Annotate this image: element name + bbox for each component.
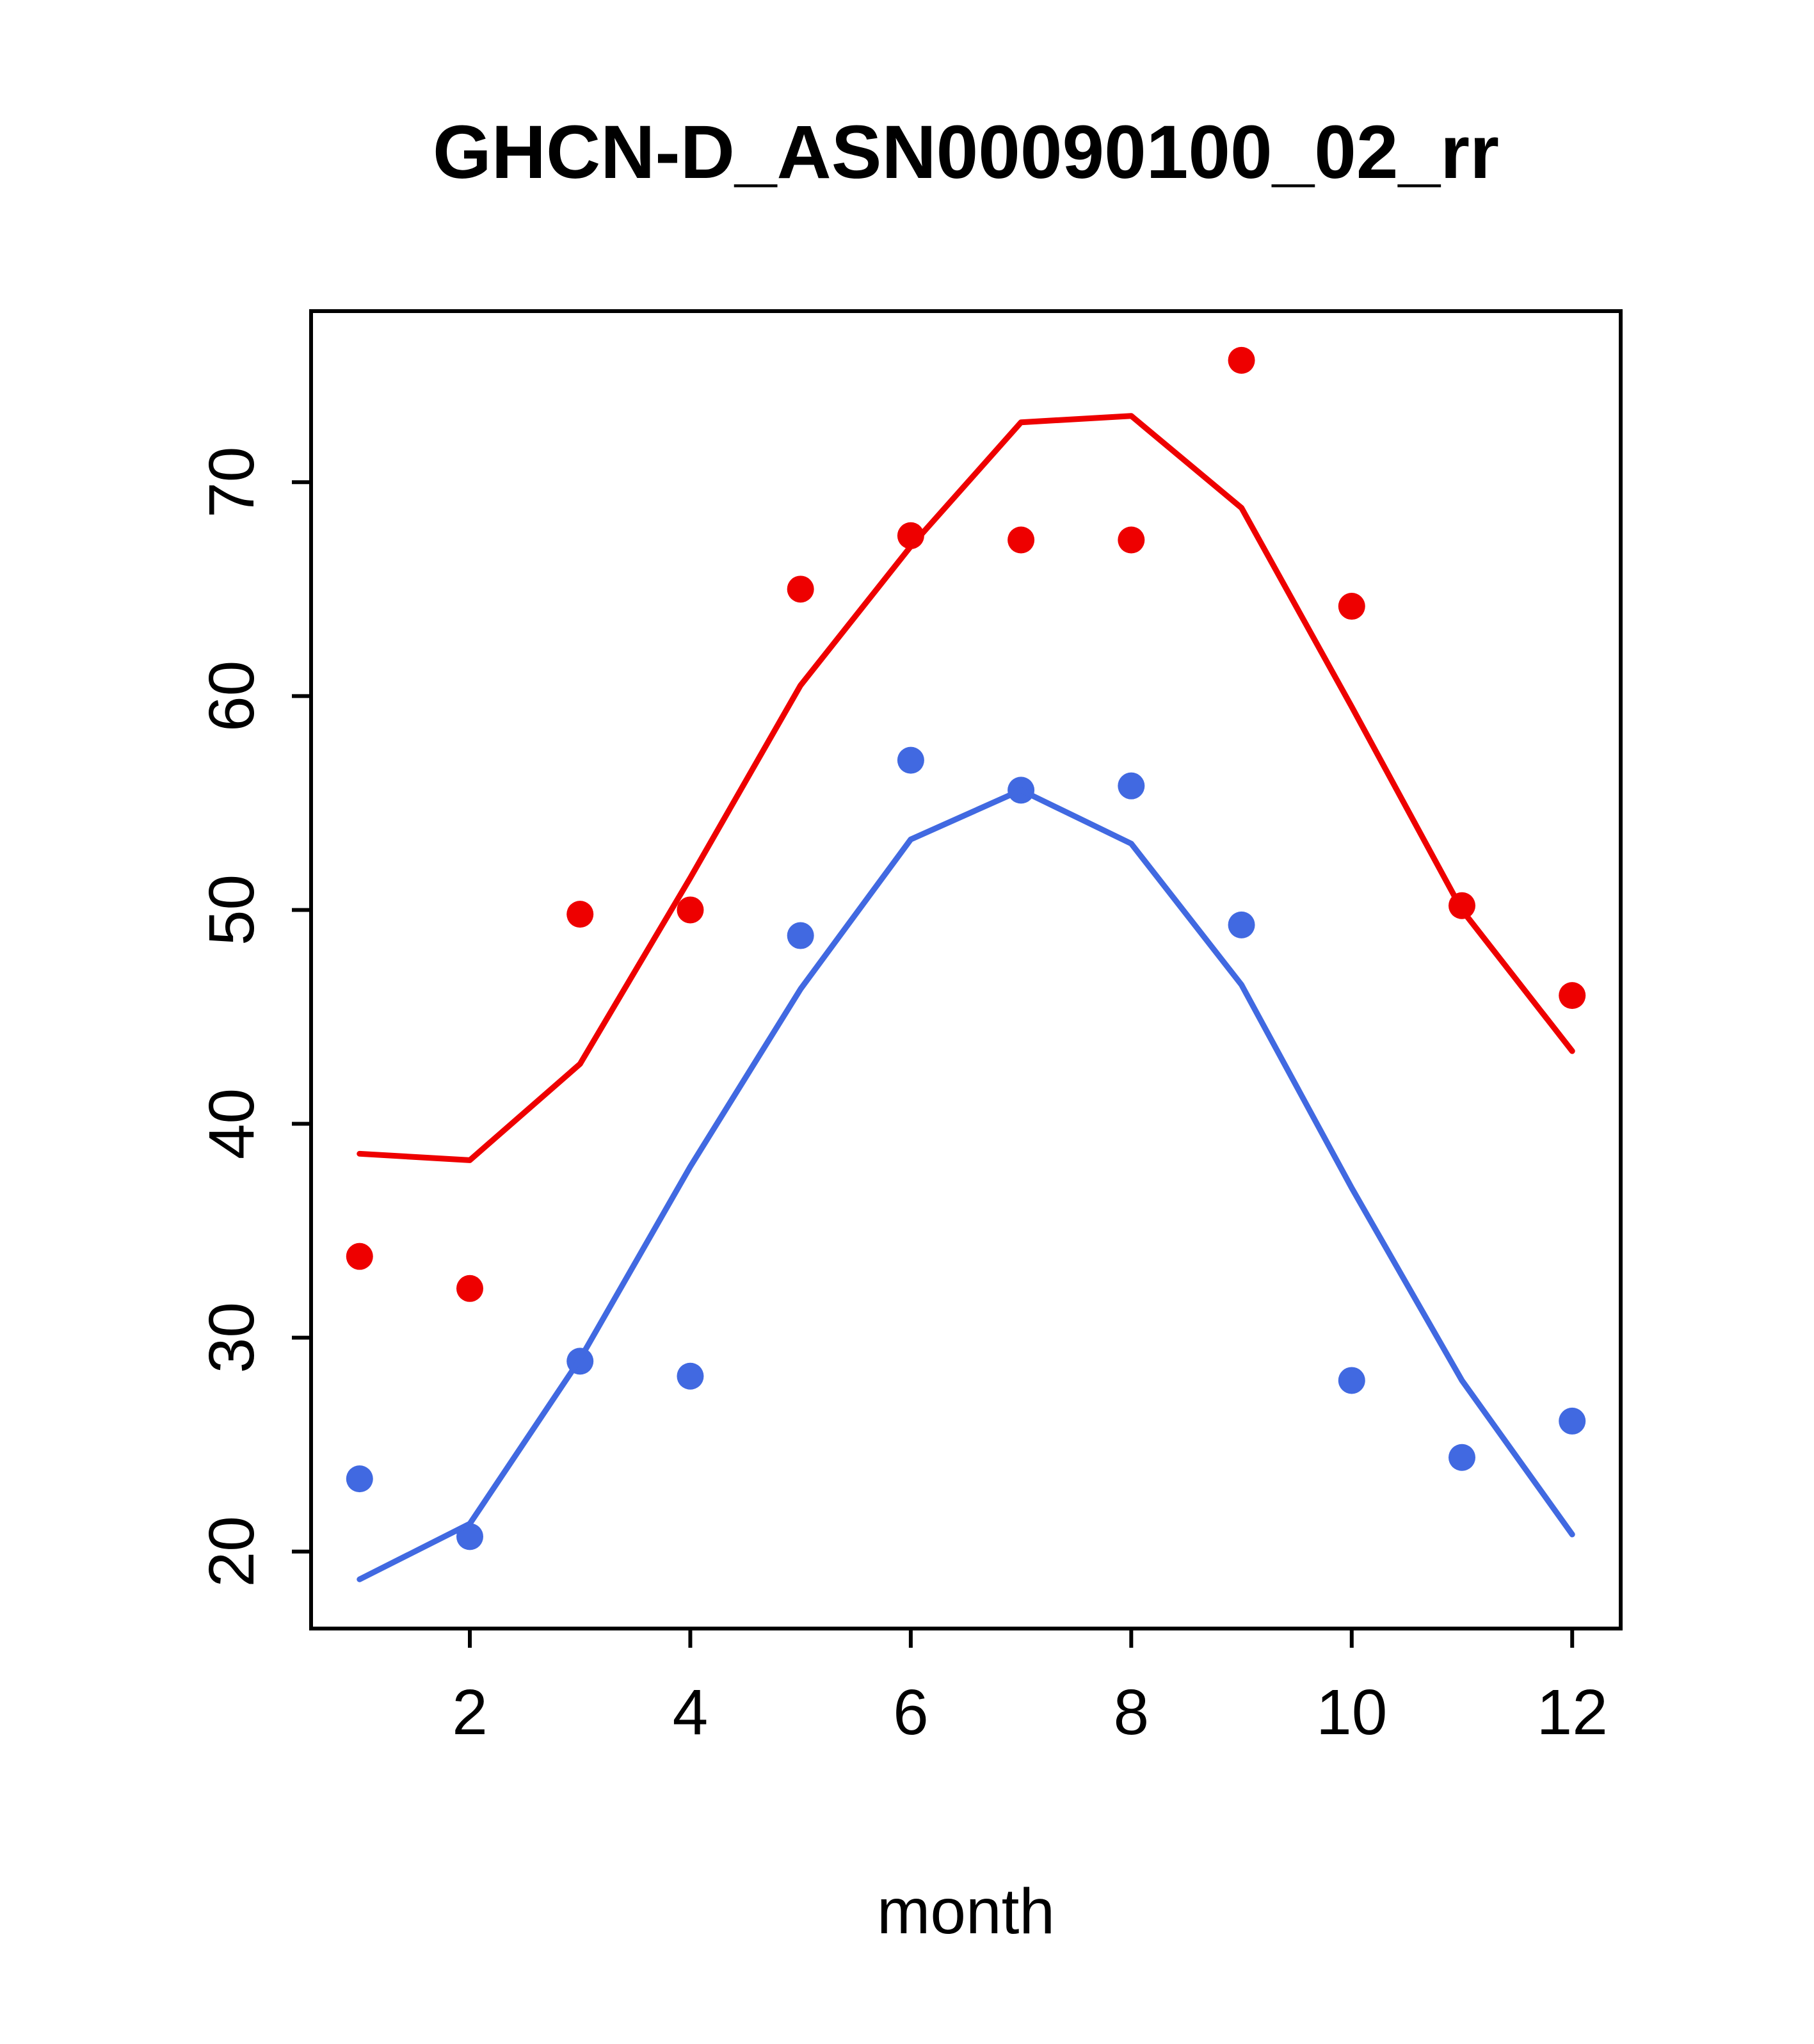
x-tick-label: 12 (1537, 1677, 1608, 1748)
x-axis: 2 4 6 8 10 12 (452, 1629, 1608, 1748)
lower-points-marker (787, 922, 814, 949)
upper-points-marker (1118, 526, 1145, 554)
y-tick-label: 60 (196, 661, 268, 732)
lower-points-marker (1559, 1407, 1586, 1435)
lower-line (357, 787, 1575, 1582)
upper-points-marker (1338, 593, 1365, 620)
lower-points-marker (677, 1362, 704, 1390)
upper-points-marker (346, 1243, 373, 1270)
x-axis-label: month (877, 1876, 1055, 1947)
y-tick-label: 20 (196, 1516, 268, 1587)
series-lower-line (357, 787, 1575, 1582)
x-tick-label: 4 (673, 1677, 709, 1748)
upper-points-marker (456, 1275, 483, 1302)
upper-points-marker (566, 901, 594, 928)
x-tick-label: 8 (1114, 1677, 1150, 1748)
y-tick-label: 50 (196, 874, 268, 946)
upper-points-marker (1228, 346, 1255, 374)
x-tick-label: 6 (893, 1677, 929, 1748)
upper-line (357, 413, 1575, 1163)
upper-points-marker (1007, 526, 1035, 554)
x-tick-label: 2 (452, 1677, 488, 1748)
lower-points-marker (1338, 1367, 1365, 1394)
upper-points-marker (1559, 982, 1586, 1010)
y-axis: 20 30 40 50 60 70 (196, 447, 311, 1587)
x-tick-label: 10 (1316, 1677, 1387, 1748)
upper-points-marker (787, 575, 814, 603)
y-tick-label: 70 (196, 447, 268, 518)
lower-points-marker (897, 746, 924, 774)
lower-points-marker (1228, 911, 1255, 938)
chart-title: GHCN-D_ASN00090100_02_rr (433, 110, 1499, 195)
y-tick-label: 30 (196, 1302, 268, 1373)
upper-points-marker (677, 896, 704, 924)
lower-points-marker (346, 1465, 373, 1493)
y-tick-label: 40 (196, 1088, 268, 1159)
lower-points-marker (1449, 1444, 1475, 1471)
lower-points-marker (1118, 772, 1145, 800)
series-upper-line (357, 413, 1575, 1163)
plot-box (309, 309, 1623, 1630)
series-upper-points (346, 346, 1586, 1302)
